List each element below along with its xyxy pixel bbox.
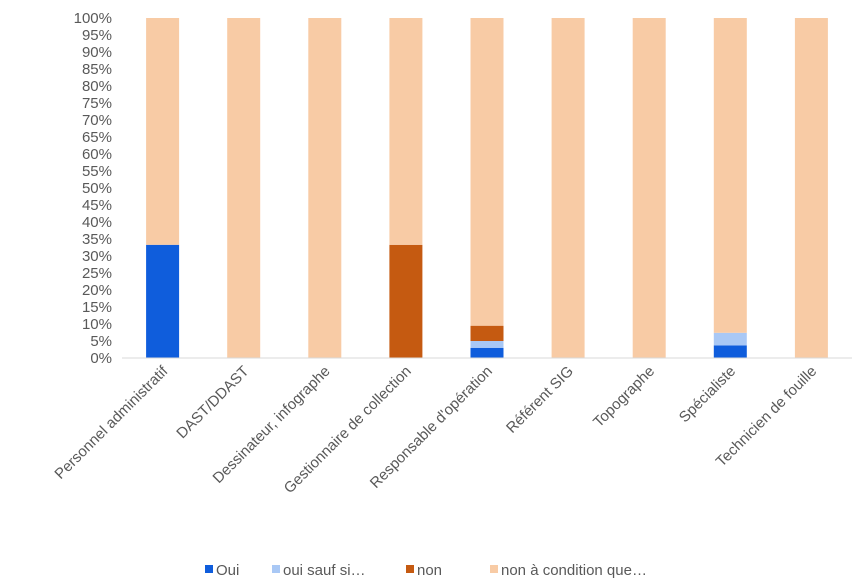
- y-tick-label: 60%: [82, 146, 112, 163]
- bar-segment: [146, 18, 180, 245]
- legend-swatch: [406, 565, 414, 573]
- plot-area: [122, 18, 852, 359]
- bar-segment: [146, 244, 180, 358]
- bar-segment: [470, 325, 504, 341]
- x-tick-label: Spécialiste: [676, 363, 739, 426]
- y-tick-label: 85%: [82, 61, 112, 78]
- legend-swatch: [205, 565, 213, 573]
- legend-swatch: [272, 565, 280, 573]
- y-tick-label: 95%: [82, 27, 112, 44]
- x-tick-label: DAST/DDAST: [173, 363, 252, 442]
- y-tick-label: 50%: [82, 180, 112, 197]
- x-axis: Personnel administratif DAST/DDASTDessina…: [51, 362, 820, 497]
- bar-segment: [713, 345, 747, 358]
- y-tick-label: 30%: [82, 248, 112, 265]
- y-tick-label: 100%: [74, 10, 112, 27]
- y-tick-label: 25%: [82, 265, 112, 282]
- legend-label: non à condition que…: [501, 562, 647, 579]
- bar-segment: [551, 18, 585, 358]
- y-tick-label: 80%: [82, 78, 112, 95]
- y-tick-label: 70%: [82, 112, 112, 129]
- x-tick-label: Topographe: [590, 363, 658, 431]
- y-tick-label: 20%: [82, 282, 112, 299]
- bar-segment: [470, 18, 504, 326]
- bar-segment: [632, 18, 666, 358]
- y-tick-label: 40%: [82, 214, 112, 231]
- x-tick-label: Référent SIG: [503, 363, 577, 437]
- bar-segment: [227, 18, 261, 358]
- y-tick-label: 35%: [82, 231, 112, 248]
- y-tick-label: 0%: [90, 350, 112, 367]
- legend: Oui oui sauf si… non non à condition que…: [205, 562, 647, 579]
- y-tick-label: 90%: [82, 44, 112, 61]
- bar-segment: [470, 347, 504, 358]
- bar-segment: [470, 341, 504, 348]
- y-tick-label: 75%: [82, 95, 112, 112]
- legend-swatch: [490, 565, 498, 573]
- bar-segment: [794, 18, 828, 358]
- x-tick-label: Personnel administratif: [51, 362, 171, 482]
- y-tick-label: 45%: [82, 197, 112, 214]
- y-tick-label: 5%: [90, 333, 112, 350]
- y-axis: 0%5%10%15%20%25%30%35%40%45%50%55%60%65%…: [74, 10, 112, 367]
- legend-label: non: [417, 562, 442, 579]
- legend-label: Oui: [216, 562, 239, 579]
- bar-segment: [713, 332, 747, 346]
- y-tick-label: 65%: [82, 129, 112, 146]
- bar-segment: [389, 18, 423, 245]
- y-tick-label: 15%: [82, 299, 112, 316]
- y-tick-label: 10%: [82, 316, 112, 333]
- y-tick-label: 55%: [82, 163, 112, 180]
- bar-segment: [713, 18, 747, 333]
- bar-segment: [308, 18, 342, 358]
- bar-segment: [389, 244, 423, 358]
- legend-label: oui sauf si…: [283, 562, 366, 579]
